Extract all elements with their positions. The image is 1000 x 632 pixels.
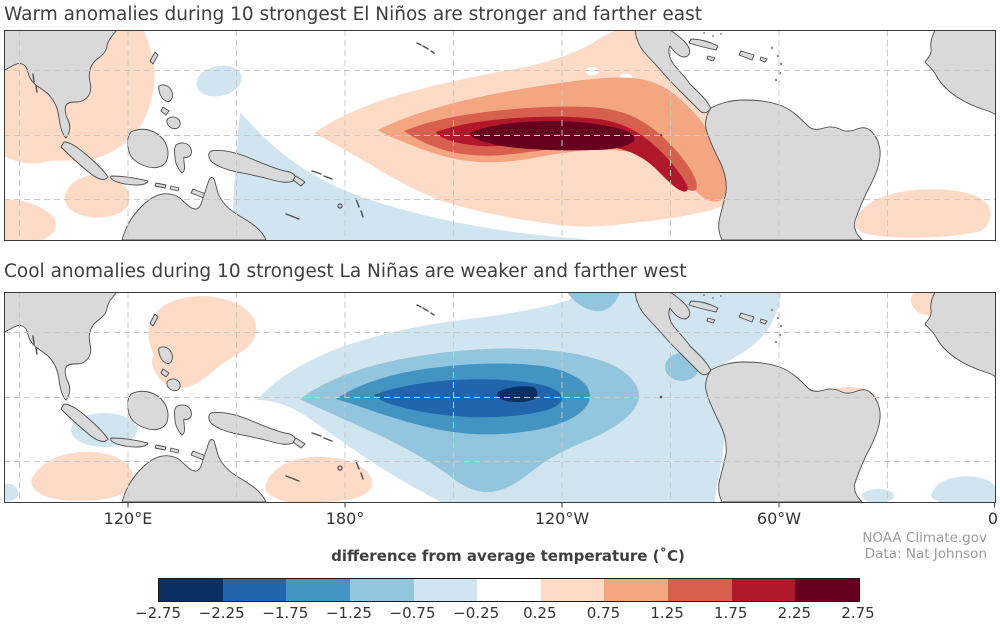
colorbar-tick-label: 0.75 (586, 604, 621, 622)
colorbar-tick-label: −0.75 (389, 604, 436, 622)
colorbar-segment (604, 579, 669, 601)
longitude-label-120e: 120°E (103, 509, 153, 528)
credit-source: NOAA Climate.gov (862, 530, 987, 546)
longitude-label-0: 0 (987, 509, 999, 528)
colorbar-tick-label: 0.25 (523, 604, 557, 622)
colorbar-segment (540, 579, 605, 601)
longitude-label-60w: 60°W (756, 509, 802, 528)
colorbar-segment (159, 579, 223, 601)
credit: NOAA Climate.gov Data: Nat Johnson (862, 530, 987, 562)
top-map-title: Warm anomalies during 10 strongest El Ni… (4, 4, 702, 25)
colorbar-segment (413, 579, 478, 601)
colorbar-labels: −2.75 −2.25 −1.75 −1.25 −0.75 −0.25 0.25 0.75 1.… (0, 604, 1000, 624)
colorbar-tick-label: −1.25 (325, 604, 372, 622)
colorbar-tick-label: 1.25 (650, 604, 684, 622)
colorbar-segment (286, 579, 350, 601)
axis-ticks (127, 503, 995, 508)
colorbar-tick-label: −1.75 (262, 604, 309, 622)
colorbar-segment (795, 579, 860, 601)
longitude-label-120w: 120°W (534, 509, 590, 528)
colorbar-tick-label: −2.75 (135, 604, 181, 622)
colorbar-segment (349, 579, 414, 601)
longitude-label-180: 180° (325, 509, 365, 528)
warm-anomaly-contours (4, 30, 991, 240)
colorbar-segment (222, 579, 287, 601)
colorbar-segment (731, 579, 796, 601)
la-nina-map (4, 292, 996, 508)
map-frame (4, 30, 996, 241)
colorbar-tick-label: 2.25 (777, 604, 812, 622)
bottom-map-title: Cool anomalies during 10 strongest La Ni… (4, 261, 687, 282)
colorbar-tick-label: −0.25 (453, 604, 500, 622)
map-frame (4, 292, 996, 503)
colorbar-title: difference from average temperature (˚C) (331, 547, 685, 565)
colorbar-segment (477, 579, 541, 601)
colorbar-segment (668, 579, 732, 601)
colorbar-tick-label: 2.75 (841, 604, 875, 622)
el-nino-map (4, 30, 996, 241)
colorbar-segments (158, 578, 860, 602)
colorbar-tick-label: 1.75 (714, 604, 748, 622)
colorbar-tick-label: −2.25 (198, 604, 245, 622)
credit-data: Data: Nat Johnson (864, 545, 987, 562)
